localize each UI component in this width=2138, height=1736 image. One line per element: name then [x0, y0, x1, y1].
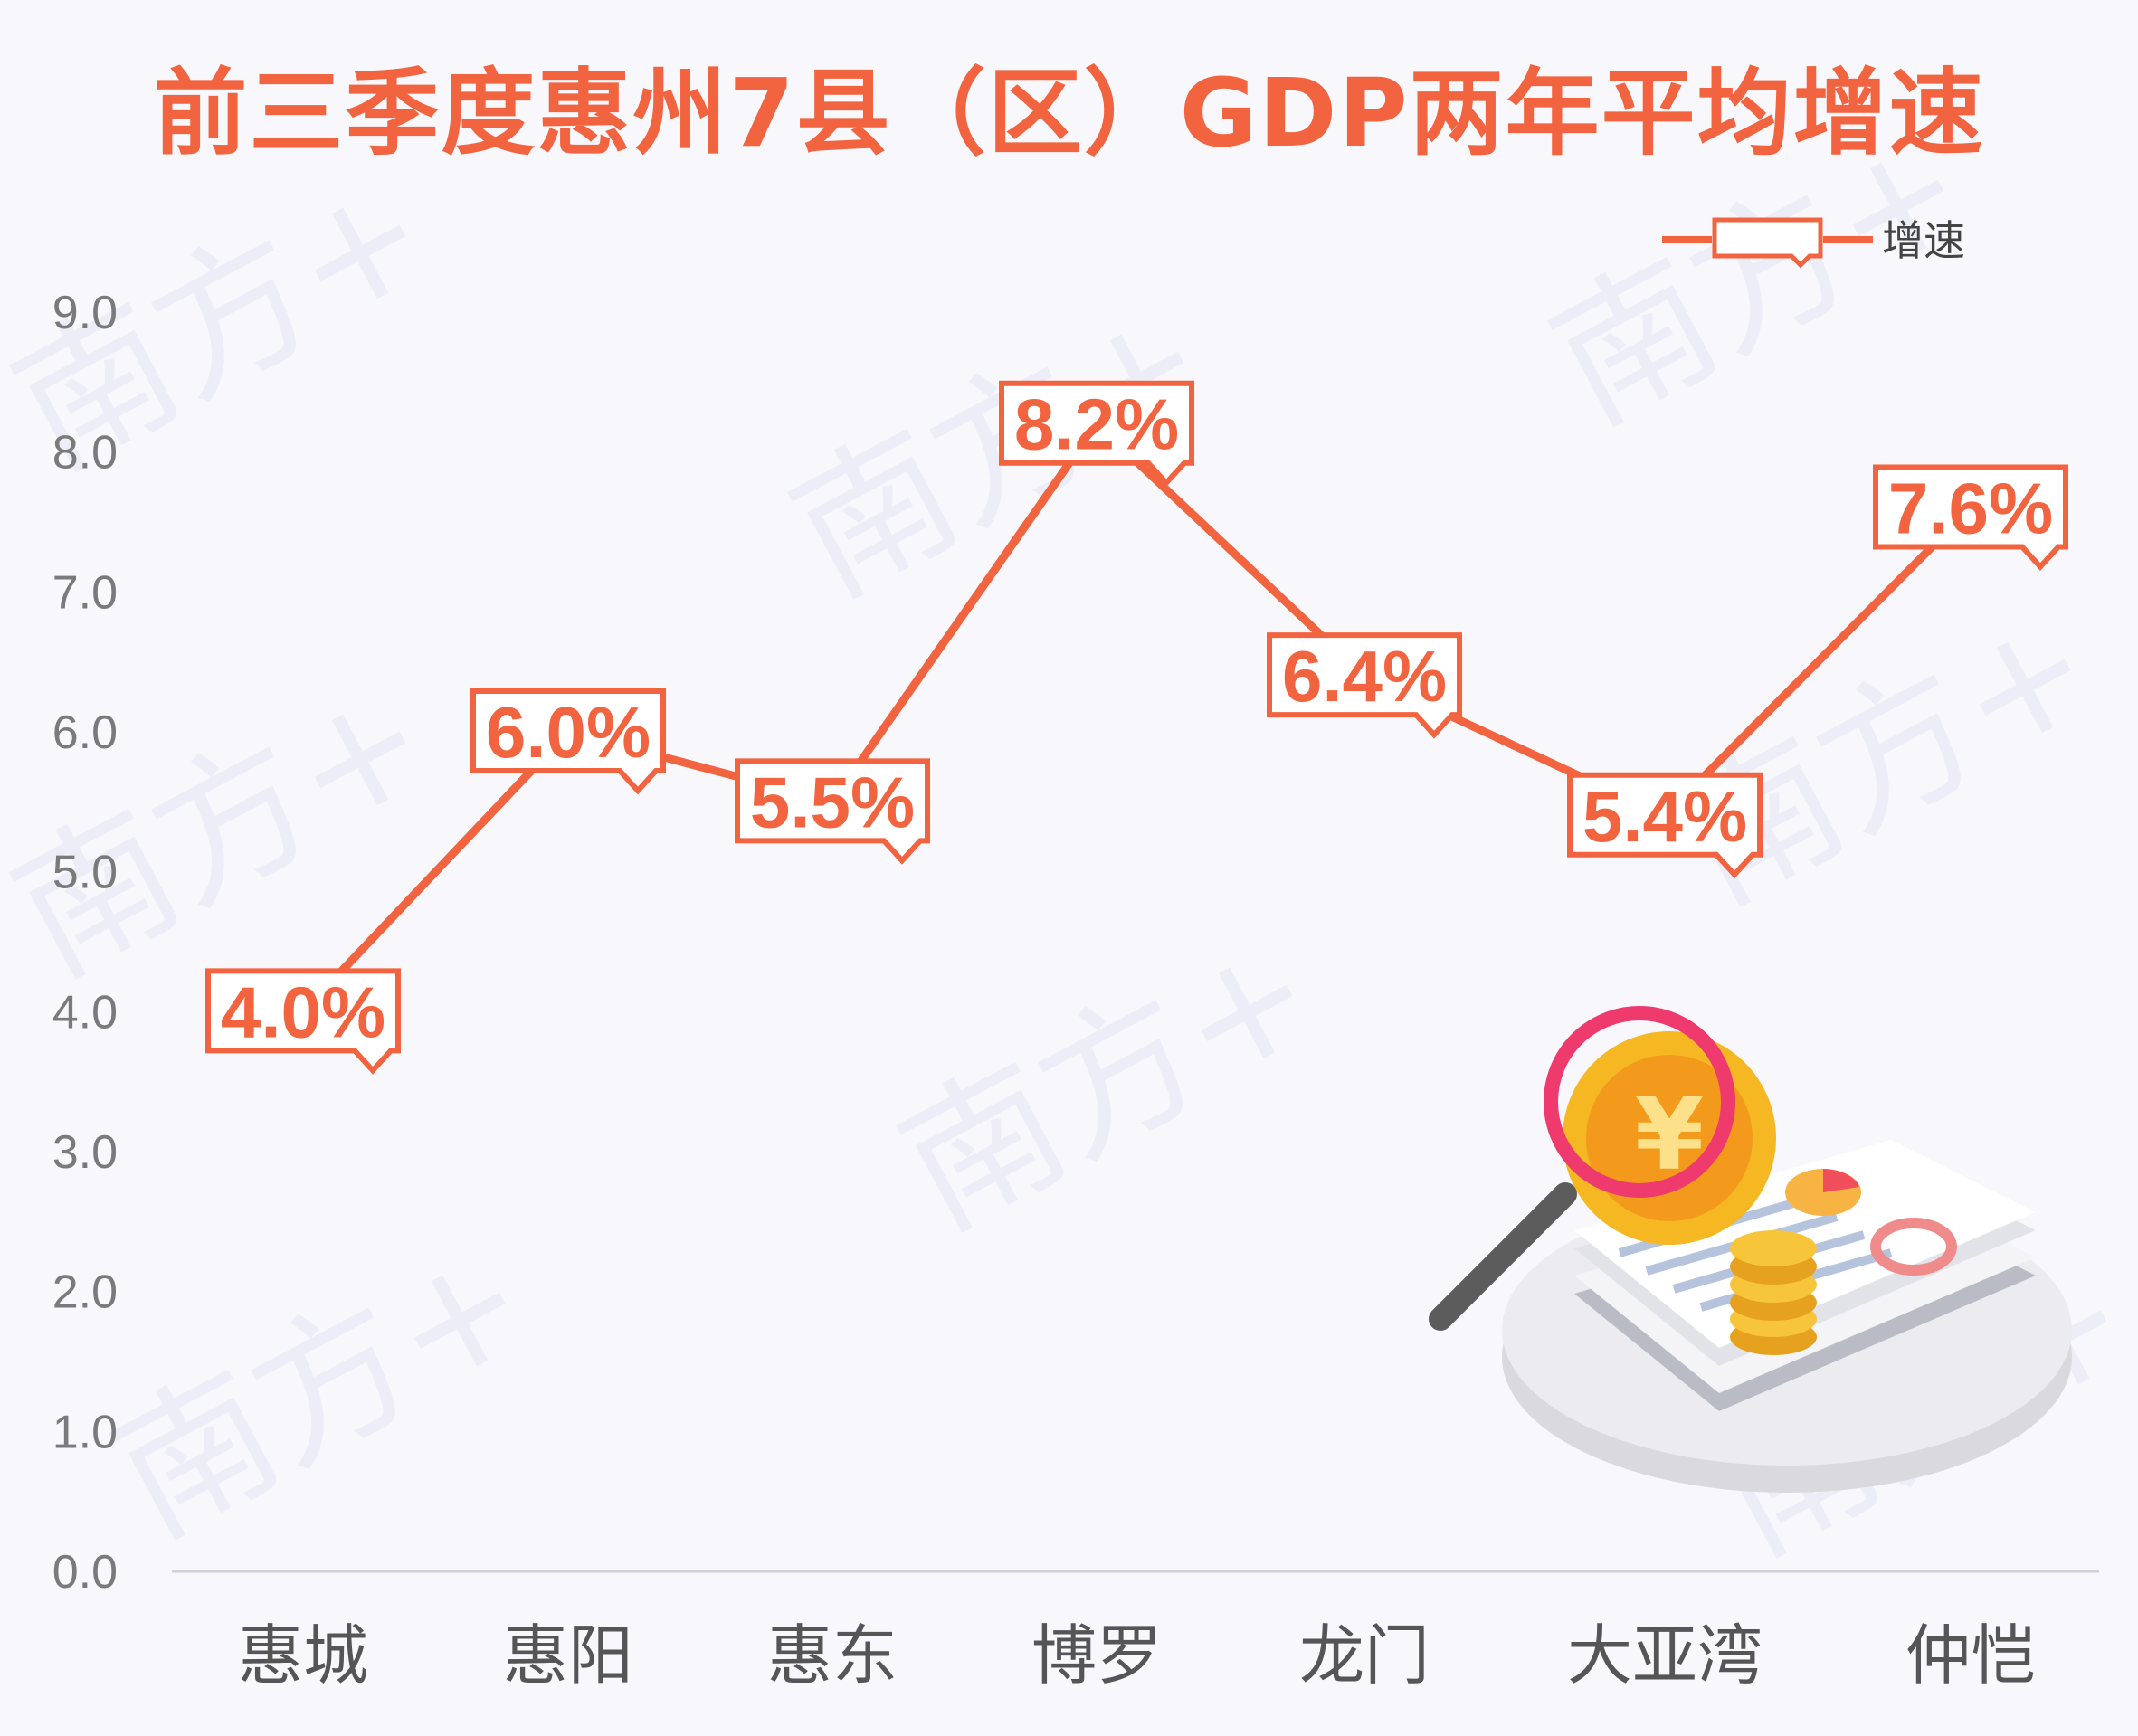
- x-category-label: 大亚湾: [1567, 1617, 1763, 1693]
- y-tick-label: 2.0: [52, 1266, 118, 1319]
- y-tick-label: 6.0: [52, 707, 118, 759]
- coin-stack-icon: [1730, 1230, 1817, 1355]
- y-tick-label: 4.0: [52, 986, 118, 1039]
- data-label: 5.4%: [1582, 776, 1747, 857]
- chart-title: 前三季度惠州7县（区）GDP两年平均增速: [153, 58, 1985, 168]
- data-label: 7.6%: [1888, 469, 2053, 549]
- data-label: 4.0%: [221, 972, 385, 1052]
- yuan-coin-icon: ¥: [1563, 1031, 1776, 1245]
- data-label: 6.0%: [486, 692, 651, 773]
- data-label-callout: [1567, 772, 1763, 879]
- data-label-callout: [470, 688, 666, 795]
- data-point: 6.4%: [1267, 632, 1462, 739]
- data-label-callout: [1267, 632, 1462, 739]
- donut-chart-icon: [1870, 1218, 1957, 1276]
- data-label-callout: [999, 380, 1194, 488]
- x-category-label: 惠城: [238, 1617, 368, 1693]
- x-category-label: 仲恺: [1905, 1617, 2036, 1693]
- x-category-label: 博罗: [1031, 1617, 1162, 1693]
- y-tick-label: 9.0: [52, 287, 118, 339]
- x-category-label: 龙门: [1299, 1617, 1430, 1693]
- y-tick-label: 8.0: [52, 427, 118, 479]
- y-tick-label: 1.0: [52, 1406, 118, 1458]
- data-label: 5.5%: [750, 762, 915, 842]
- data-point: 5.4%: [1567, 772, 1763, 879]
- watermark-text: 南方+: [0, 647, 457, 1010]
- data-label: 8.2%: [1014, 384, 1179, 465]
- finance-illustration: ¥: [1429, 1006, 2072, 1493]
- data-label: 6.4%: [1282, 636, 1447, 716]
- data-point: 7.6%: [1873, 464, 2068, 571]
- watermark-text: 南方+: [1525, 95, 1995, 458]
- watermark-text: 南方+: [874, 900, 1344, 1263]
- x-category-label: 惠阳: [503, 1617, 633, 1693]
- data-point: 5.5%: [735, 758, 930, 865]
- pie-chart-icon: [1785, 1169, 1861, 1216]
- y-tick-label: 5.0: [52, 847, 118, 899]
- data-label-callout: [735, 758, 930, 865]
- data-points: 4.0% 6.0% 5.5% 8.2% 6.4% 5.4% 7.6%: [205, 380, 2068, 1075]
- legend-label: 增速: [1882, 216, 1965, 265]
- y-axis: 0.0 1.0 2.0 3.0 4.0 5.0 6.0 7.0 8.0 9.0: [52, 287, 118, 1598]
- legend: 增速: [1662, 216, 1965, 269]
- y-tick-label: 7.0: [52, 566, 118, 619]
- magnifier-icon: [1429, 1006, 1735, 1331]
- data-label-callout: [205, 968, 401, 1075]
- data-point: 8.2%: [999, 380, 1194, 488]
- data-label-callout: [1873, 464, 2068, 571]
- data-point: 6.0%: [470, 688, 666, 795]
- category-labels: 惠城 惠阳 惠东 博罗 龙门 大亚湾 仲恺: [238, 1617, 2036, 1693]
- y-tick-label: 0.0: [52, 1546, 118, 1598]
- data-point: 4.0%: [205, 968, 401, 1075]
- legend-marker: [1712, 217, 1823, 269]
- y-tick-label: 3.0: [52, 1126, 118, 1179]
- watermark-text: 南方+: [87, 1208, 556, 1570]
- x-category-label: 惠东: [767, 1617, 898, 1693]
